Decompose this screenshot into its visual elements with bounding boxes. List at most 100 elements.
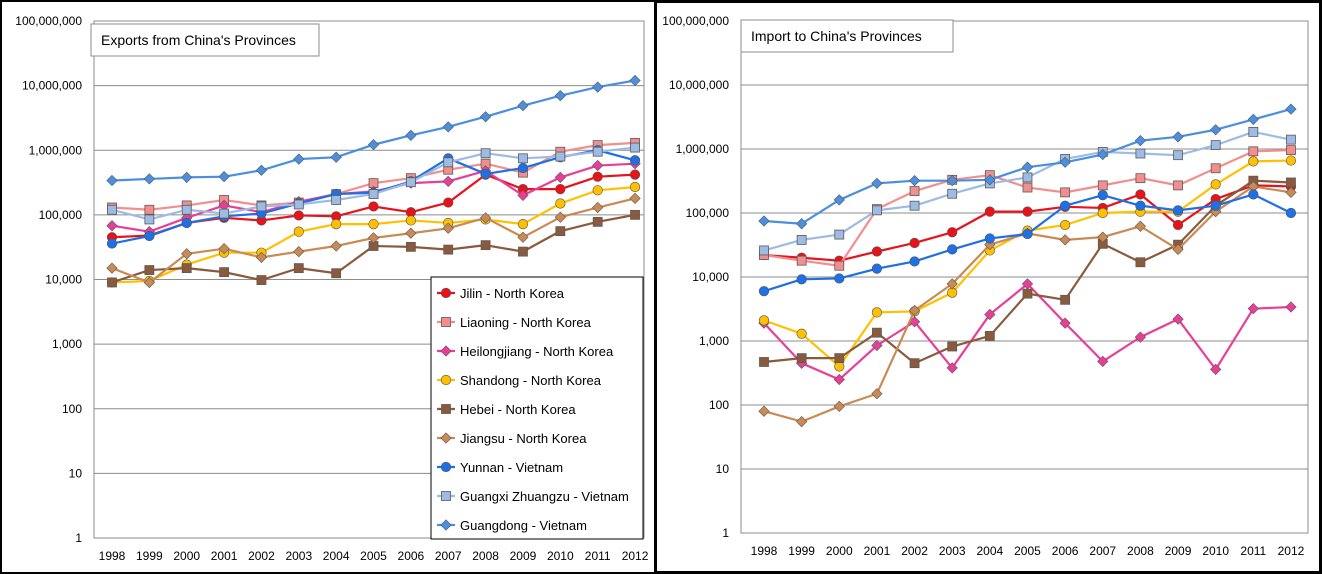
exports-x-tick-label: 2002: [248, 549, 275, 563]
imports-data-point: [833, 400, 845, 413]
imports-x-tick-label: 2010: [1202, 544, 1229, 558]
imports-data-point: [1134, 220, 1147, 232]
exports-data-point: [368, 201, 379, 212]
imports-data-point: [1097, 180, 1108, 191]
imports-data-point: [946, 175, 958, 187]
exports-chart-title: Exports from China's Provinces: [101, 32, 296, 48]
imports-data-point: [1059, 234, 1071, 246]
exports-legend-marker: [441, 491, 451, 501]
imports-x-tick-label: 2008: [1127, 544, 1154, 558]
imports-data-point: [834, 229, 845, 240]
imports-title-frame: [740, 19, 954, 53]
exports-data-point: [517, 100, 529, 112]
exports-legend-marker: [441, 317, 451, 327]
imports-data-point: [984, 206, 995, 217]
exports-x-tick-label: 2003: [285, 549, 312, 563]
exports-data-point: [592, 146, 603, 157]
imports-series-liaoning-north-korea: [759, 145, 1296, 271]
exports-data-point: [592, 159, 604, 172]
exports-data-point: [630, 142, 640, 153]
exports-data-point: [630, 209, 640, 220]
exports-data-point: [443, 244, 454, 255]
exports-legend-item: Jilin - North Korea: [437, 286, 565, 301]
exports-data-point: [592, 216, 603, 227]
imports-x-tick-label: 2001: [864, 544, 891, 558]
imports-data-point: [834, 353, 845, 364]
exports-data-point: [181, 217, 192, 229]
imports-data-point: [796, 234, 807, 245]
exports-y-tick-label: 10,000,000: [22, 79, 82, 93]
exports-data-point: [517, 218, 529, 230]
exports-x-tick-label: 2001: [211, 549, 238, 563]
imports-data-point: [796, 218, 808, 230]
imports-data-point: [871, 263, 883, 274]
exports-data-point: [442, 121, 454, 133]
imports-data-point: [984, 174, 996, 186]
imports-data-point: [1286, 134, 1296, 145]
imports-y-tick-label: 1,000,000: [676, 142, 730, 156]
exports-data-point: [144, 230, 155, 242]
imports-chart: 1 10 100 1,000 10,000 100,000 1,000,000 10,000,…: [662, 14, 1309, 558]
imports-y-tick-label: 10: [716, 462, 730, 476]
imports-data-point: [908, 304, 921, 317]
exports-data-point: [330, 240, 342, 252]
exports-data-point: [106, 174, 118, 187]
exports-data-point: [555, 151, 566, 162]
imports-data-point: [984, 331, 995, 341]
imports-data-point: [796, 328, 807, 339]
exports-legend-label: Guangxi Zhuangzu - Vietnam: [460, 489, 629, 504]
imports-data-point: [758, 405, 770, 417]
imports-data-point: [833, 373, 845, 386]
imports-data-point: [1210, 140, 1221, 151]
exports-data-point: [592, 201, 604, 214]
imports-x-tick-label: 1999: [788, 544, 815, 558]
exports-legend-marker: [441, 404, 451, 414]
exports-legend-item: Liaoning - North Korea: [437, 315, 592, 330]
exports-data-point: [106, 220, 118, 232]
exports-data-point: [555, 198, 566, 209]
imports-data-point: [1135, 200, 1146, 211]
imports-x-tick-label: 2006: [1052, 544, 1079, 558]
imports-data-point: [1172, 219, 1184, 231]
exports-data-point: [554, 90, 566, 102]
exports-data-point: [480, 240, 491, 251]
imports-data-point: [1172, 131, 1184, 143]
exports-legend-item: Guangxi Zhuangzu - Vietnam: [437, 489, 629, 504]
exports-data-point: [256, 275, 267, 285]
imports-data-point: [947, 188, 958, 199]
imports-data-point: [1285, 301, 1297, 313]
imports-data-point: [1135, 173, 1146, 184]
imports-data-point: [909, 186, 920, 196]
exports-data-point: [219, 267, 229, 278]
exports-data-point: [181, 171, 193, 184]
imports-data-point: [1135, 257, 1146, 268]
exports-x-tick-label: 2008: [472, 549, 499, 563]
exports-data-point: [143, 276, 155, 289]
imports-data-point: [909, 358, 920, 369]
imports-data-point: [1248, 189, 1259, 200]
exports-y-tick-label: 1,000: [52, 337, 82, 351]
exports-legend-marker: [440, 432, 452, 444]
imports-data-point: [1210, 200, 1221, 211]
exports-data-point: [405, 227, 417, 239]
exports-y-tick-label: 1: [75, 531, 82, 545]
exports-legend-item: Shandong - North Korea: [437, 373, 602, 388]
imports-data-point: [1022, 206, 1033, 217]
imports-data-point: [1135, 189, 1146, 200]
exports-data-point: [555, 184, 566, 195]
imports-data-point: [1248, 146, 1259, 157]
exports-data-point: [554, 171, 566, 184]
exports-data-point: [629, 192, 641, 205]
imports-data-point: [1248, 156, 1259, 167]
exports-data-point: [293, 245, 305, 258]
exports-x-tick-label: 2010: [547, 549, 574, 563]
exports-data-point: [107, 204, 117, 215]
imports-data-point: [796, 353, 807, 364]
exports-data-point: [629, 169, 641, 180]
exports-data-point: [480, 148, 491, 159]
exports-legend-label: Shandong - North Korea: [460, 373, 602, 388]
exports-data-point: [592, 171, 603, 182]
imports-data-point: [1247, 113, 1259, 126]
exports-data-point: [555, 226, 566, 237]
imports-data-point: [1210, 179, 1221, 190]
